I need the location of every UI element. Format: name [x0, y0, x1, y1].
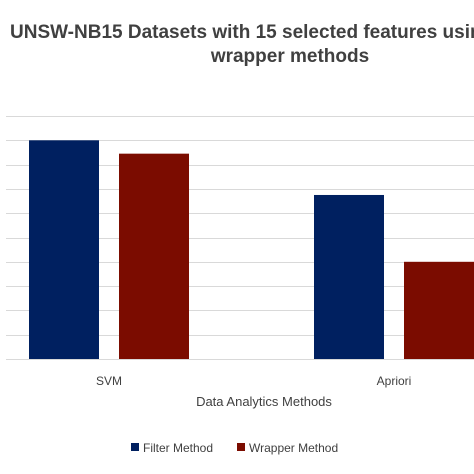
bar-apriori-filter-method — [314, 194, 384, 359]
chart-title-line-2: wrapper methods — [210, 46, 369, 67]
x-tick-labels: SVM Apriori — [96, 374, 411, 388]
chart-title: UNSW-NB15 Datasets with 15 selected feat… — [10, 22, 474, 67]
legend-swatch — [237, 443, 245, 451]
legend: Filter Method Wrapper Method — [131, 441, 338, 455]
bar-apriori-wrapper-method — [404, 261, 474, 359]
legend-item-filter-method: Filter Method — [131, 441, 213, 455]
legend-item-wrapper-method: Wrapper Method — [237, 441, 338, 455]
legend-label: Filter Method — [143, 441, 213, 455]
x-tick-label: SVM — [96, 374, 122, 388]
bar-svm-wrapper-method — [119, 153, 189, 359]
x-tick-label: Apriori — [377, 374, 412, 388]
bars — [29, 140, 474, 359]
bar-svm-filter-method — [29, 140, 99, 359]
legend-label: Wrapper Method — [249, 441, 338, 455]
legend-swatch — [131, 443, 139, 451]
x-axis-title: Data Analytics Methods — [196, 394, 332, 409]
chart-title-line-1: UNSW-NB15 Datasets with 15 selected feat… — [10, 22, 474, 43]
